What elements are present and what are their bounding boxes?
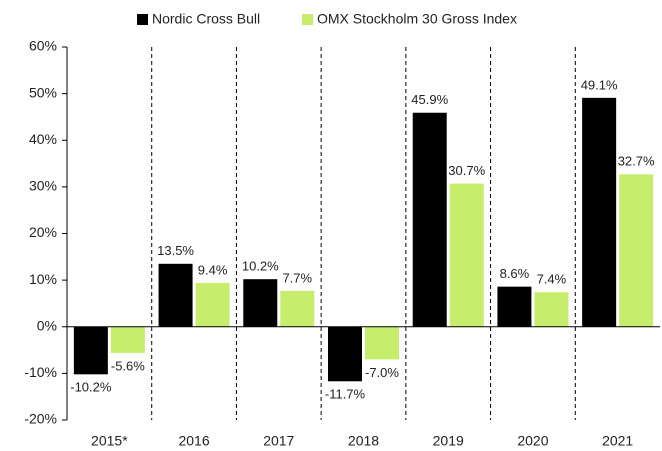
x-tick-label: 2018 <box>348 433 379 449</box>
y-tick-label: 10% <box>29 271 57 287</box>
data-label: -5.6% <box>111 358 145 373</box>
x-tick-label: 2021 <box>602 433 633 449</box>
legend-swatch <box>302 14 313 25</box>
y-tick-label: 40% <box>29 131 57 147</box>
bar <box>534 292 569 327</box>
data-label: 10.2% <box>242 259 279 274</box>
data-label: -10.2% <box>70 380 112 395</box>
data-label: -7.0% <box>365 365 399 380</box>
data-label: 7.4% <box>537 272 567 287</box>
x-tick-label: 2019 <box>433 433 464 449</box>
bar <box>582 97 617 327</box>
bar <box>158 263 193 327</box>
data-label: 9.4% <box>198 262 228 277</box>
bar <box>497 286 532 327</box>
y-tick-label: -20% <box>24 411 57 427</box>
y-tick-label: -10% <box>24 364 57 380</box>
y-tick-label: 0% <box>37 317 57 333</box>
bar <box>449 183 484 327</box>
bar <box>412 112 447 327</box>
x-tick-label: 2015* <box>91 433 128 449</box>
legend-label: Nordic Cross Bull <box>152 11 260 27</box>
x-tick-label: 2020 <box>517 433 548 449</box>
y-tick-label: 50% <box>29 84 57 100</box>
y-tick-label: 30% <box>29 178 57 194</box>
data-label: 13.5% <box>157 243 194 258</box>
x-tick-label: 2016 <box>178 433 209 449</box>
bar <box>365 326 399 360</box>
y-tick-label: 20% <box>29 224 57 240</box>
legend-label: OMX Stockholm 30 Gross Index <box>317 11 517 27</box>
data-label: 45.9% <box>411 92 448 107</box>
data-label: -11.7% <box>325 387 366 402</box>
bar <box>619 174 654 327</box>
data-label: 49.1% <box>581 77 618 92</box>
data-label: 30.7% <box>448 163 485 178</box>
data-label: 7.7% <box>282 270 312 285</box>
data-label: 32.7% <box>618 154 655 169</box>
bar <box>328 326 362 382</box>
bar <box>195 282 230 327</box>
bar <box>280 290 315 327</box>
data-label: 8.6% <box>500 266 530 281</box>
x-tick-label: 2017 <box>263 433 294 449</box>
legend-swatch <box>137 14 148 25</box>
bar <box>73 326 108 375</box>
bar <box>243 279 278 327</box>
bar <box>110 326 145 353</box>
y-tick-label: 60% <box>29 38 57 54</box>
